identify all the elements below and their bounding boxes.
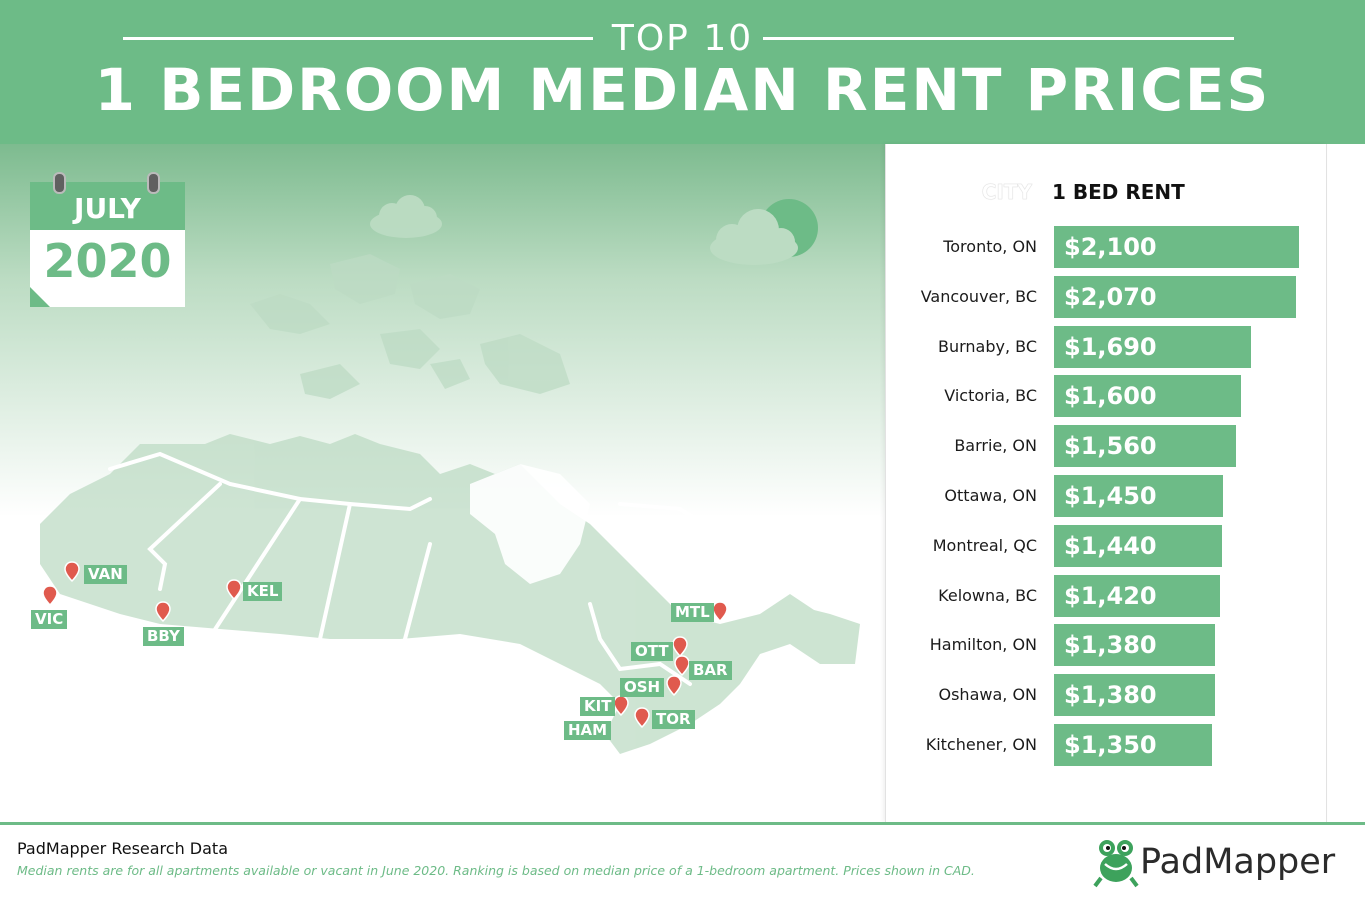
rent-value-label: $1,560	[1064, 432, 1157, 460]
footer-divider	[0, 822, 1365, 825]
header-rule-right	[763, 37, 1234, 40]
map-tag-bar: BAR	[689, 661, 732, 680]
map-tag-ott: OTT	[631, 642, 673, 661]
rent-bar	[1054, 276, 1296, 318]
hudson-bay	[470, 464, 590, 584]
city-label: Ottawa, ON	[944, 486, 1037, 505]
rent-bar	[1054, 674, 1215, 716]
provincial-borders	[108, 451, 762, 686]
header-kicker: TOP 10	[611, 18, 754, 59]
city-label: Toronto, ON	[943, 237, 1037, 256]
header-banner: TOP 10 1 BEDROOM MEDIAN RENT PRICES	[0, 0, 1365, 144]
map-area	[0, 144, 885, 822]
map-tag-bby: BBY	[143, 627, 184, 646]
rent-bar	[1054, 575, 1220, 617]
frog-logo-icon	[1093, 840, 1139, 888]
rent-value-label: $1,440	[1064, 532, 1157, 560]
rent-bar	[1054, 525, 1222, 567]
column-header-city: CITY	[981, 180, 1033, 205]
rent-value-label: $2,100	[1064, 233, 1157, 261]
city-label: Burnaby, BC	[937, 337, 1037, 356]
rent-value-label: $2,070	[1064, 283, 1157, 311]
map-tag-ham: HAM	[564, 721, 612, 740]
rent-bar	[1054, 475, 1223, 517]
calendar-month: JULY	[74, 192, 141, 225]
city-label: Montreal, QC	[932, 536, 1037, 555]
pin-icons	[42, 561, 728, 729]
cloud-icon	[370, 195, 442, 238]
canada-map	[40, 195, 860, 754]
rent-bar	[1054, 425, 1236, 467]
calendar-year: 2020	[43, 234, 172, 288]
rent-value-label: $1,690	[1064, 333, 1157, 361]
city-label: Kitchener, ON	[925, 735, 1037, 754]
map-tag-kit: KIT	[580, 697, 616, 716]
map-tag-vic: VIC	[31, 610, 68, 629]
column-header-rent: 1 BED RENT	[1052, 180, 1185, 204]
rent-bar	[1054, 724, 1212, 766]
rent-value-label: $1,350	[1064, 731, 1157, 759]
calendar-fold-icon	[30, 287, 50, 307]
date-calendar: JULY 2020	[30, 172, 185, 307]
city-label: Barrie, ON	[954, 436, 1037, 455]
rent-bar	[1054, 375, 1241, 417]
chart-title: 1 BEDROOM MEDIAN RENT PRICES	[94, 56, 1271, 124]
header-rule-left	[123, 37, 593, 40]
map-tag-osh: OSH	[620, 678, 665, 697]
rent-bar	[1054, 326, 1251, 368]
rent-value-label: $1,380	[1064, 631, 1157, 659]
city-label: Kelowna, BC	[938, 586, 1037, 605]
cloud-icon	[710, 209, 798, 265]
rent-bar	[1054, 226, 1299, 268]
city-label: Oshawa, ON	[938, 685, 1038, 704]
rent-value-label: $1,450	[1064, 482, 1157, 510]
rent-value-label: $1,420	[1064, 582, 1157, 610]
map-tag-tor: TOR	[652, 710, 695, 729]
footer-note: Median rents are for all apartments avai…	[17, 863, 975, 878]
calendar-ring-icon	[147, 172, 160, 194]
city-label: Victoria, BC	[944, 386, 1037, 405]
rent-bar	[1054, 624, 1215, 666]
brand-logo-text: PadMapper	[1140, 842, 1336, 882]
map-tag-van: VAN	[84, 565, 127, 584]
calendar-ring-icon	[53, 172, 66, 194]
rent-value-label: $1,380	[1064, 681, 1157, 709]
canada-landmass	[40, 254, 860, 754]
footer-title: PadMapper Research Data	[17, 839, 228, 858]
map-tag-mtl: MTL	[671, 603, 714, 622]
calendar-body	[30, 230, 185, 307]
city-label: Vancouver, BC	[920, 287, 1037, 306]
rent-value-label: $1,600	[1064, 382, 1157, 410]
map-tag-kel: KEL	[243, 582, 283, 601]
city-label: Hamilton, ON	[929, 635, 1037, 654]
